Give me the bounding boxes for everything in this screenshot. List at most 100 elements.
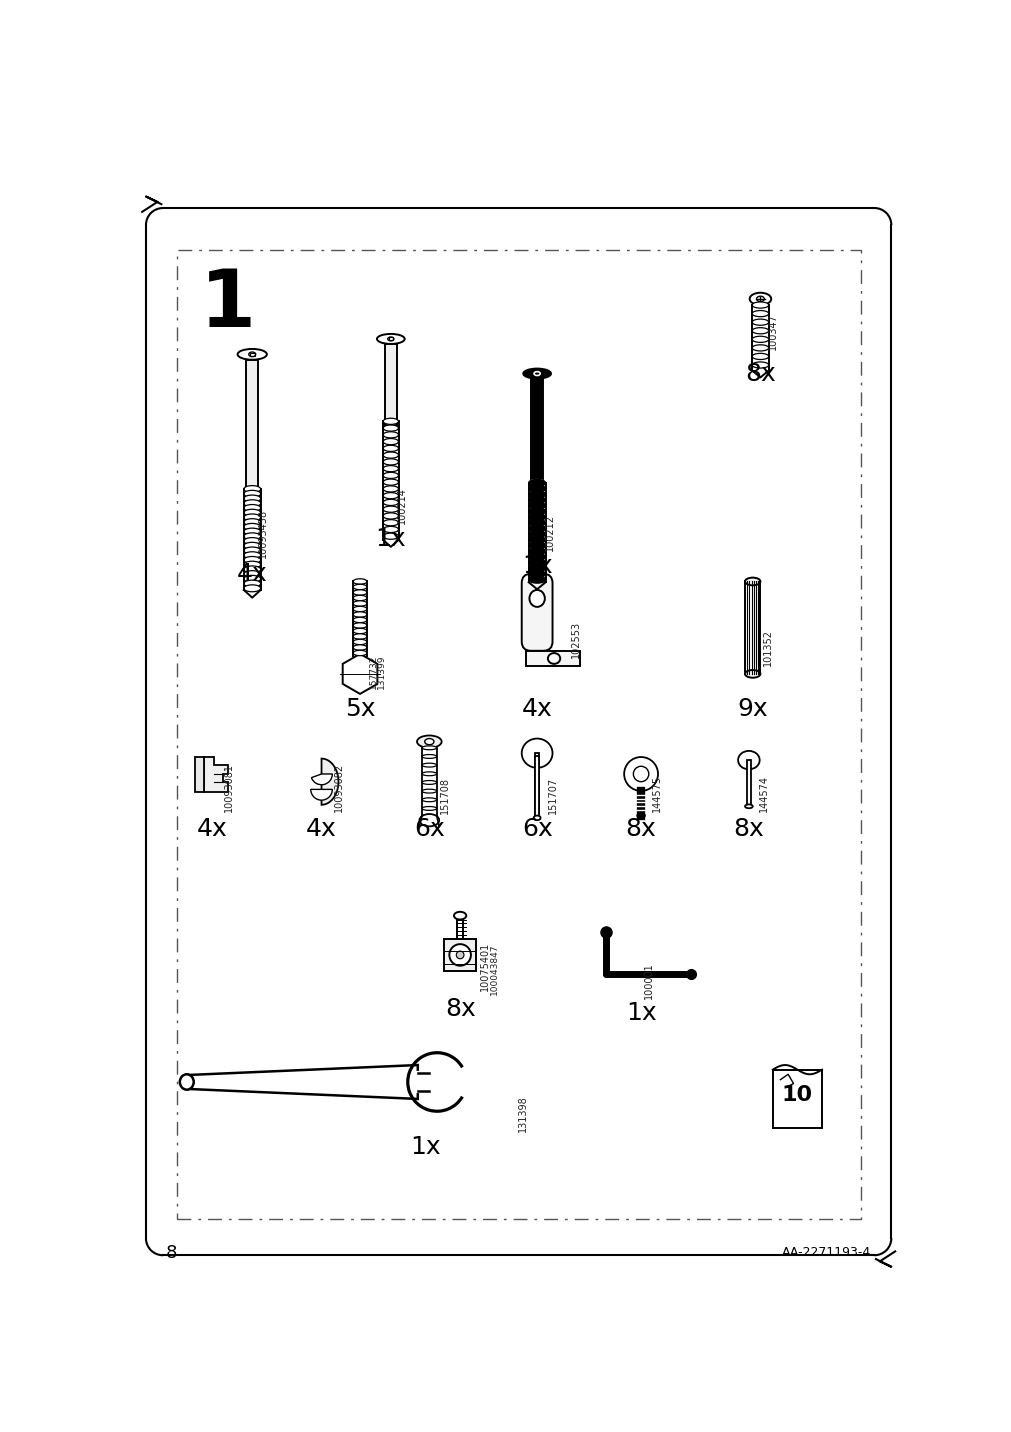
Ellipse shape [383,505,398,513]
Ellipse shape [528,553,545,560]
Text: 4x: 4x [196,818,227,842]
Ellipse shape [353,644,367,650]
Text: 1x: 1x [409,1136,441,1160]
Ellipse shape [528,558,545,566]
Ellipse shape [244,518,261,526]
Text: 10093458: 10093458 [258,510,268,558]
Ellipse shape [425,739,434,745]
Ellipse shape [180,1074,193,1090]
Ellipse shape [244,514,261,521]
Ellipse shape [528,543,545,548]
Ellipse shape [528,547,545,554]
Text: 4x: 4x [522,696,552,720]
Ellipse shape [422,780,437,785]
Bar [534,753,539,818]
Ellipse shape [244,485,261,493]
Ellipse shape [454,912,466,919]
Ellipse shape [528,520,545,526]
Polygon shape [343,654,377,695]
Text: 10093082: 10093082 [334,763,343,812]
Ellipse shape [422,755,437,759]
Text: 131398: 131398 [518,1095,528,1133]
Bar [388,338,392,341]
Polygon shape [204,758,227,792]
Bar [526,650,579,666]
Polygon shape [321,759,338,805]
Text: 131399: 131399 [377,654,386,689]
Ellipse shape [528,537,545,543]
Ellipse shape [353,579,367,584]
Ellipse shape [383,425,398,431]
Text: 8: 8 [166,1244,177,1262]
Ellipse shape [528,480,545,487]
Ellipse shape [244,557,261,563]
Text: 4x: 4x [237,561,267,586]
Ellipse shape [751,311,768,316]
Text: 5x: 5x [345,696,375,720]
Bar [177,251,859,1219]
Bar [384,344,396,428]
Bar [534,756,539,818]
Ellipse shape [751,319,768,325]
Ellipse shape [353,606,367,611]
Ellipse shape [744,670,759,677]
Text: 10093081: 10093081 [223,763,234,812]
FancyBboxPatch shape [522,574,552,650]
Text: 100001: 100001 [643,962,653,1000]
Ellipse shape [353,590,367,596]
Text: 1: 1 [199,266,256,344]
Circle shape [449,944,470,965]
Ellipse shape [244,495,261,503]
Ellipse shape [751,354,768,359]
Bar [772,1070,821,1128]
Ellipse shape [422,806,437,811]
Ellipse shape [522,739,552,768]
Bar [444,939,476,971]
Ellipse shape [422,763,437,768]
Text: 10: 10 [782,1085,812,1106]
Text: 8x: 8x [733,818,763,842]
Bar [250,352,255,357]
Circle shape [456,951,463,959]
Ellipse shape [244,566,261,573]
Ellipse shape [528,564,545,571]
Ellipse shape [383,485,398,493]
Ellipse shape [383,438,398,445]
Text: 8x: 8x [625,818,656,842]
Ellipse shape [383,473,398,478]
Text: 151708: 151708 [440,778,449,813]
Ellipse shape [533,816,540,821]
Ellipse shape [528,576,545,583]
Ellipse shape [353,639,367,644]
Ellipse shape [383,493,398,498]
Bar [195,758,204,792]
Wedge shape [311,773,332,785]
Ellipse shape [751,345,768,351]
Ellipse shape [246,488,259,493]
Ellipse shape [383,432,398,438]
Text: AA-2271193-4: AA-2271193-4 [782,1246,870,1259]
Ellipse shape [383,418,398,424]
Ellipse shape [353,634,367,639]
Ellipse shape [751,302,768,308]
Ellipse shape [383,480,398,485]
Text: 8x: 8x [744,361,775,385]
Ellipse shape [528,497,545,504]
Ellipse shape [383,453,398,458]
Text: 1x: 1x [625,1001,656,1025]
Wedge shape [310,789,332,800]
Ellipse shape [528,570,545,577]
Text: 157732: 157732 [369,654,378,689]
Ellipse shape [529,590,544,607]
Text: 151707: 151707 [547,778,557,813]
Ellipse shape [353,623,367,629]
Text: 100212: 100212 [545,514,555,551]
Ellipse shape [244,533,261,540]
Ellipse shape [244,543,261,550]
Ellipse shape [244,580,261,587]
Ellipse shape [353,617,367,623]
Ellipse shape [528,531,545,537]
Text: 10075401: 10075401 [479,942,489,991]
Text: 1x: 1x [375,527,405,551]
Ellipse shape [244,576,261,583]
